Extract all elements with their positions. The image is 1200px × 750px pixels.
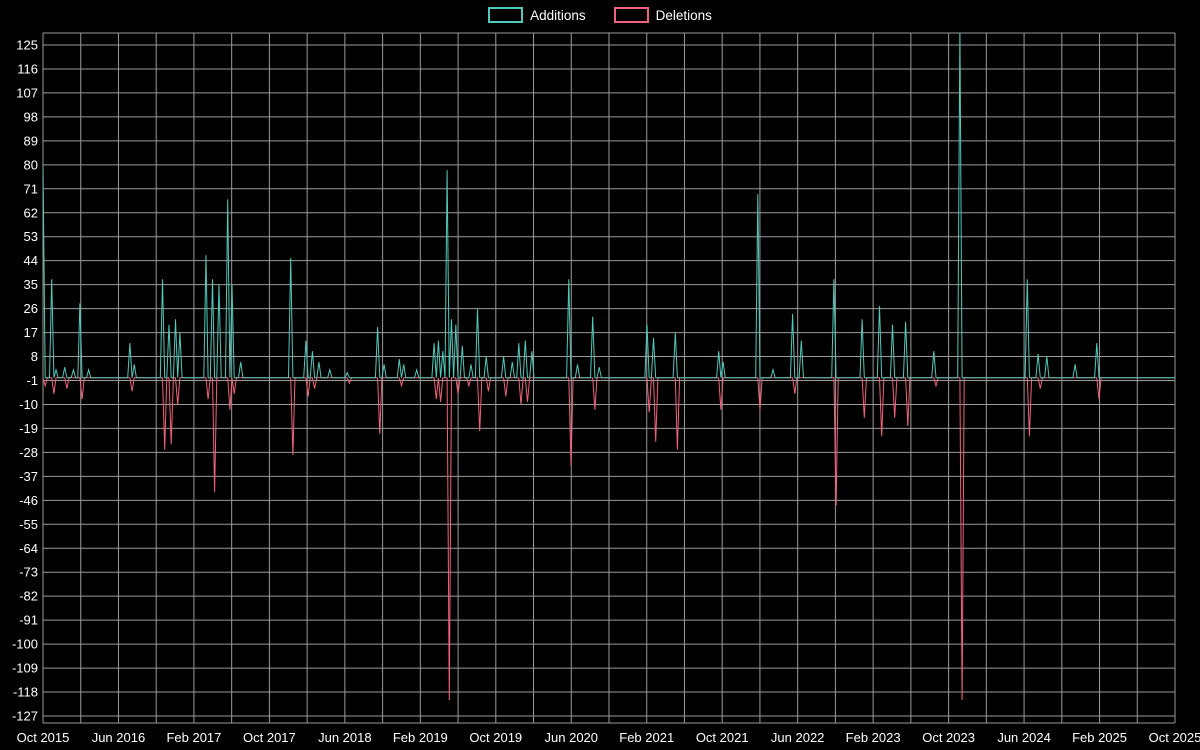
y-tick-label: 125	[16, 38, 38, 53]
x-tick-label: Oct 2015	[17, 730, 70, 745]
legend-item-deletions: Deletions	[613, 7, 712, 23]
x-tick-label: Feb 2021	[619, 730, 674, 745]
x-tick-label: Oct 2025	[1149, 730, 1200, 745]
x-tick-label: Jun 2016	[92, 730, 146, 745]
x-tick-label: Feb 2023	[846, 730, 901, 745]
x-tick-label: Oct 2017	[243, 730, 296, 745]
x-tick-label: Oct 2021	[696, 730, 749, 745]
y-tick-label: 26	[24, 301, 38, 316]
x-tick-label: Feb 2017	[166, 730, 221, 745]
deletions-legend-marker-icon	[613, 7, 649, 23]
y-tick-label: 89	[24, 133, 38, 148]
x-tick-label: Jun 2022	[771, 730, 825, 745]
y-tick-label: 98	[24, 109, 38, 124]
y-tick-label: -118	[13, 685, 38, 700]
x-tick-label: Jun 2024	[997, 730, 1051, 745]
y-tick-label: -37	[19, 469, 38, 484]
x-tick-label: Oct 2019	[469, 730, 522, 745]
y-tick-label: -64	[19, 541, 38, 556]
legend-label-additions: Additions	[530, 7, 586, 23]
y-tick-label: -100	[12, 637, 38, 652]
y-tick-label: 17	[24, 325, 38, 340]
x-tick-label: Jun 2020	[545, 730, 599, 745]
legend-label-deletions: Deletions	[655, 7, 712, 23]
x-tick-label: Oct 2023	[922, 730, 975, 745]
x-tick-label: Feb 2025	[1072, 730, 1127, 745]
x-tick-label: Jun 2018	[318, 730, 372, 745]
y-tick-label: -1	[26, 373, 38, 388]
y-tick-label: -73	[19, 565, 38, 580]
x-tick-label: Feb 2019	[393, 730, 448, 745]
y-tick-label: -46	[19, 493, 38, 508]
y-tick-label: -127	[12, 709, 38, 724]
y-tick-label: -55	[19, 517, 38, 532]
y-tick-label: -109	[12, 661, 38, 676]
y-tick-label: 116	[17, 61, 38, 76]
y-tick-label: 8	[31, 349, 38, 364]
y-tick-label: -82	[19, 589, 38, 604]
y-tick-label: 71	[24, 181, 38, 196]
y-tick-label: 80	[24, 157, 38, 172]
y-tick-label: 35	[24, 277, 38, 292]
y-tick-label: 107	[16, 85, 38, 100]
y-tick-label: -91	[19, 613, 38, 628]
y-tick-label: -28	[19, 445, 38, 460]
y-tick-label: 62	[24, 205, 38, 220]
y-tick-label: 53	[24, 229, 38, 244]
legend-item-additions: Additions	[488, 7, 586, 23]
y-tick-label: -10	[19, 397, 38, 412]
y-tick-label: -19	[19, 421, 38, 436]
y-tick-label: 44	[24, 253, 38, 268]
series-line-additions	[43, 33, 1175, 379]
additions-legend-marker-icon	[488, 7, 524, 23]
legend: Additions Deletions	[0, 7, 1200, 23]
